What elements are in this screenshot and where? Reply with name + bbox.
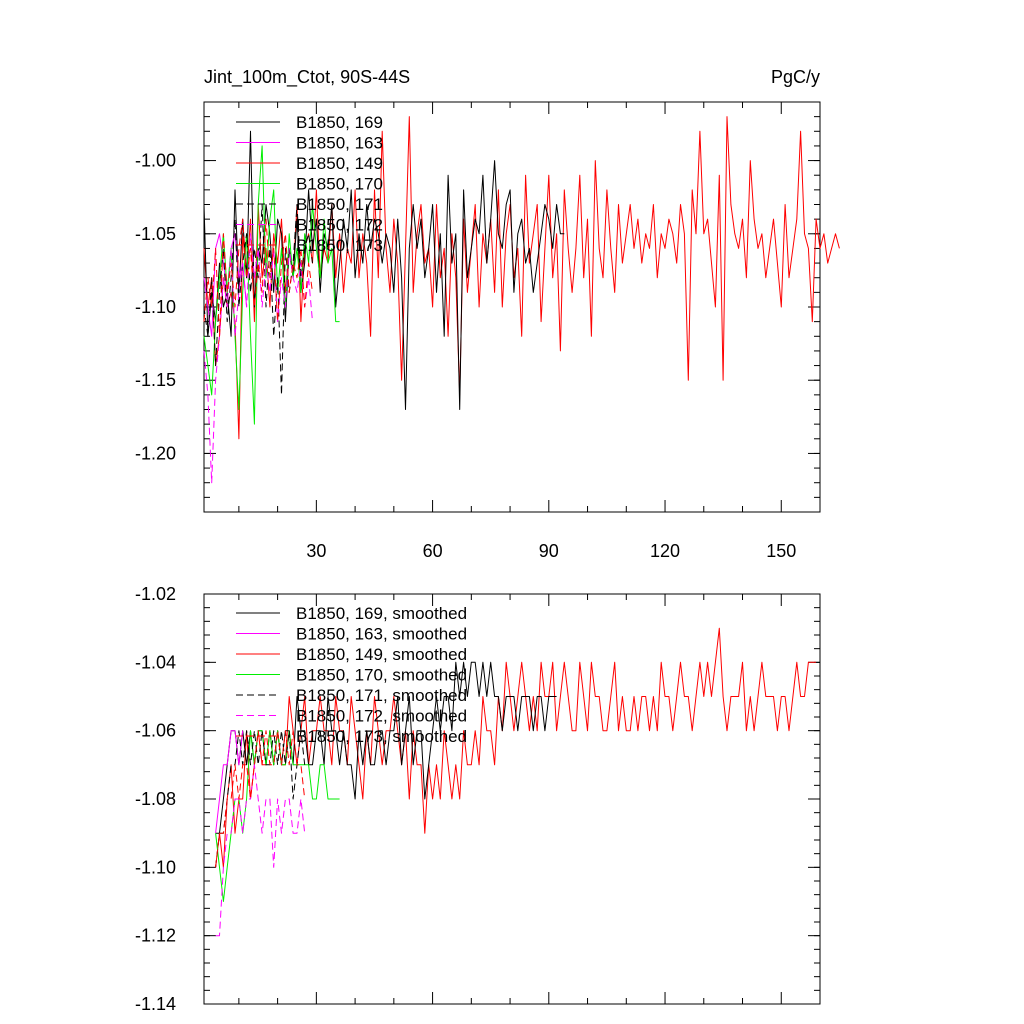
x-tick-label: 60 (423, 541, 443, 561)
y-tick-label: -1.15 (135, 370, 176, 390)
y-tick-label: -1.10 (135, 297, 176, 317)
legend-label: B1850, 149 (296, 154, 383, 173)
y-tick-label: -1.02 (135, 584, 176, 604)
legend-label: B1850, 172 (296, 216, 383, 235)
y-tick-label: -1.14 (135, 994, 176, 1014)
legend-label: B1850, 171 (296, 195, 383, 214)
x-tick-label: 90 (539, 541, 559, 561)
x-tick-label: 150 (766, 541, 796, 561)
bottom-panel-series (215, 627, 817, 937)
legend-label: B1850, 170 (296, 175, 383, 194)
legend-label: B1850, 173 (296, 236, 383, 255)
y-tick-label: -1.10 (135, 857, 176, 877)
y-tick-label: -1.12 (135, 926, 176, 946)
bottom-panel-legend: B1850, 169, smoothed B1850, 163, smoothed… (236, 604, 467, 746)
legend-label: B1850, 169, smoothed (296, 604, 467, 623)
series-line-0 (215, 627, 817, 868)
bottom-panel-ticks: -1.02 -1.04 -1.06 -1.08 -1.10 -1.12 -1.14 (135, 584, 820, 1014)
legend-label: B1850, 172, smoothed (296, 707, 467, 726)
x-tick-label: 120 (650, 541, 680, 561)
y-tick-label: -1.06 (135, 721, 176, 741)
top-panel-title: Jint_100m_Ctot, 90S-44S (204, 67, 410, 88)
legend-label: B1850, 163, smoothed (296, 625, 467, 644)
legend-label: B1850, 149, smoothed (296, 645, 467, 664)
top-panel-ticks: -1.00 -1.05 -1.10 -1.15 -1.20 30 60 90 120 150 (135, 101, 820, 561)
legend-label: B1850, 170, smoothed (296, 666, 467, 685)
legend-label: B1850, 163 (296, 134, 383, 153)
y-tick-label: -1.05 (135, 224, 176, 244)
y-tick-label: -1.20 (135, 443, 176, 463)
legend-label: B1850, 169 (296, 113, 383, 132)
y-tick-label: -1.08 (135, 789, 176, 809)
y-tick-label: -1.04 (135, 652, 176, 672)
y-tick-label: -1.00 (135, 151, 176, 171)
series-line-2 (215, 730, 244, 834)
top-panel-units: PgC/y (771, 67, 820, 87)
legend-label: B1850, 173, smoothed (296, 727, 467, 746)
x-tick-label: 30 (306, 541, 326, 561)
series-line-5 (215, 764, 306, 937)
series-line-4 (215, 730, 306, 868)
series-line-1 (203, 130, 565, 410)
bottom-panel: -1.02 -1.04 -1.06 -1.08 -1.10 -1.12 -1.14 B185… (135, 584, 821, 1014)
series-line-4 (203, 204, 313, 396)
legend-label: B1850, 171, smoothed (296, 686, 467, 705)
series-line-6 (203, 218, 313, 337)
top-panel: Jint_100m_Ctot, 90S-44S PgC/y -1.00 -1.05… (135, 67, 840, 561)
